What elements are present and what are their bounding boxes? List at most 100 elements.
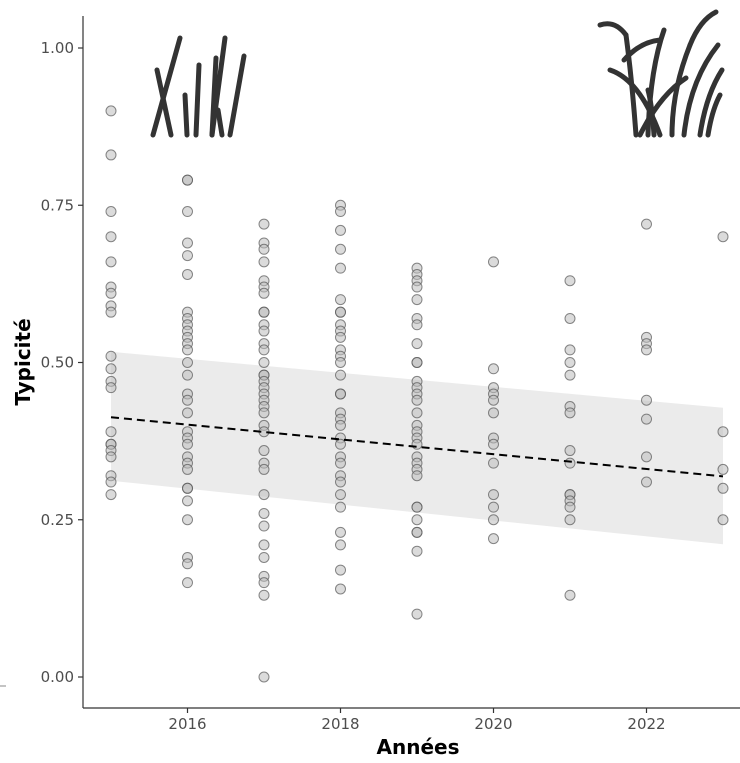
data-point: [564, 344, 576, 356]
data-point: [564, 501, 576, 513]
data-point: [105, 306, 117, 318]
x-tick-label: 2022: [627, 715, 665, 733]
data-point: [258, 218, 270, 230]
data-point: [488, 489, 499, 501]
data-point: [641, 451, 652, 463]
x-tick-label: 2020: [474, 715, 512, 733]
data-point: [258, 489, 270, 501]
data-point: [335, 457, 346, 469]
data-point: [411, 608, 423, 620]
data-point: [335, 224, 346, 236]
data-point: [335, 526, 346, 538]
data-point: [182, 463, 193, 475]
data-point: [105, 476, 117, 488]
data-point: [335, 294, 346, 306]
data-point: [182, 577, 193, 589]
data-point: [641, 413, 652, 425]
data-point: [488, 363, 499, 375]
data-point: [258, 539, 270, 551]
data-point: [105, 287, 117, 299]
data-point: [411, 294, 423, 306]
data-point: [488, 501, 499, 513]
data-point: [411, 394, 423, 406]
data-point: [564, 514, 576, 526]
data-point: [641, 344, 652, 356]
data-point: [335, 331, 346, 343]
data-point: [335, 438, 346, 450]
data-point: [182, 268, 193, 280]
data-point: [182, 438, 193, 450]
data-point: [182, 344, 193, 356]
data-point: [411, 281, 423, 293]
y-tick-label: 0.50: [41, 354, 74, 372]
data-point: [335, 583, 346, 595]
data-point: [564, 357, 576, 368]
data-point: [411, 407, 423, 419]
data-point: [182, 558, 193, 570]
data-point: [258, 325, 270, 337]
data-point: [411, 501, 423, 513]
data-point: [182, 482, 193, 494]
data-point: [717, 231, 729, 243]
trend-line: [110, 416, 724, 478]
data-point: [105, 105, 117, 117]
data-point: [335, 262, 346, 274]
data-point: [105, 382, 117, 394]
data-point: [258, 445, 270, 457]
data-point: [411, 545, 423, 557]
data-point: [335, 501, 346, 513]
data-point: [258, 520, 270, 532]
data-point: [105, 426, 117, 438]
data-point: [182, 394, 193, 406]
data-point: [411, 526, 423, 538]
data-point: [335, 388, 346, 400]
sparse-reed-grass-icon: [150, 35, 247, 138]
y-tick-label: 0.00: [41, 668, 74, 686]
y-axis-ticks: 0.00 0.25 0.50 0.75 1.00: [41, 39, 83, 686]
data-point: [488, 514, 499, 526]
data-point: [105, 256, 117, 268]
data-point: [258, 589, 270, 601]
data-point: [258, 577, 270, 589]
data-point: [335, 306, 346, 318]
data-point: [641, 476, 652, 488]
data-point: [335, 564, 346, 576]
data-point: [182, 357, 193, 368]
data-point: [335, 419, 346, 431]
data-point: [105, 350, 117, 362]
data-point: [411, 514, 423, 526]
data-point: [182, 237, 193, 249]
data-point: [641, 218, 652, 230]
data-point: [411, 470, 423, 482]
x-tick-label: 2018: [321, 715, 359, 733]
data-point: [717, 514, 729, 526]
data-point: [564, 589, 576, 601]
y-tick-label: 0.75: [41, 196, 74, 214]
data-point: [258, 671, 270, 683]
data-point: [105, 489, 117, 501]
data-point: [182, 250, 193, 262]
data-points: [105, 105, 729, 683]
data-point: [564, 457, 576, 469]
data-point: [335, 357, 346, 368]
data-point: [182, 514, 193, 526]
y-axis-title: Typicité: [11, 318, 35, 405]
data-point: [488, 256, 499, 268]
data-point: [488, 533, 499, 545]
data-point: [258, 463, 270, 475]
y-tick-label: 1.00: [41, 39, 74, 57]
data-point: [335, 369, 346, 381]
data-point: [182, 206, 193, 218]
data-point: [411, 338, 423, 350]
data-point: [258, 407, 270, 419]
data-point: [258, 507, 270, 519]
data-point: [335, 476, 346, 488]
x-axis-ticks: 2016 2018 2020 2022: [168, 708, 666, 733]
data-point: [182, 407, 193, 419]
y-tick-label: 0.25: [41, 511, 74, 529]
data-point: [258, 551, 270, 563]
data-point: [105, 363, 117, 375]
data-point: [641, 394, 652, 406]
data-point: [182, 369, 193, 381]
